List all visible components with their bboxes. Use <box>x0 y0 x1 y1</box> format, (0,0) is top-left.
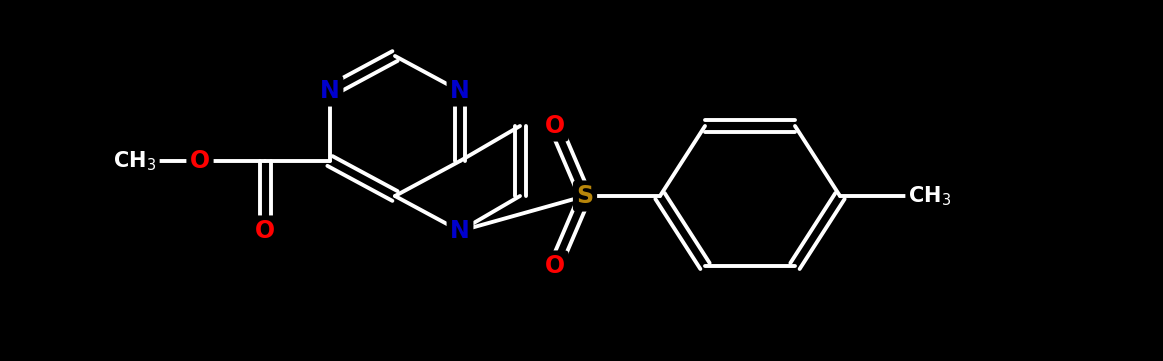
Text: O: O <box>545 114 565 138</box>
Text: S: S <box>577 184 593 208</box>
Text: N: N <box>320 79 340 103</box>
Text: O: O <box>255 219 276 243</box>
Text: N: N <box>450 219 470 243</box>
Text: O: O <box>545 254 565 278</box>
Text: N: N <box>450 79 470 103</box>
Text: O: O <box>190 149 211 173</box>
Text: CH$_3$: CH$_3$ <box>908 184 951 208</box>
Text: CH$_3$: CH$_3$ <box>114 149 157 173</box>
